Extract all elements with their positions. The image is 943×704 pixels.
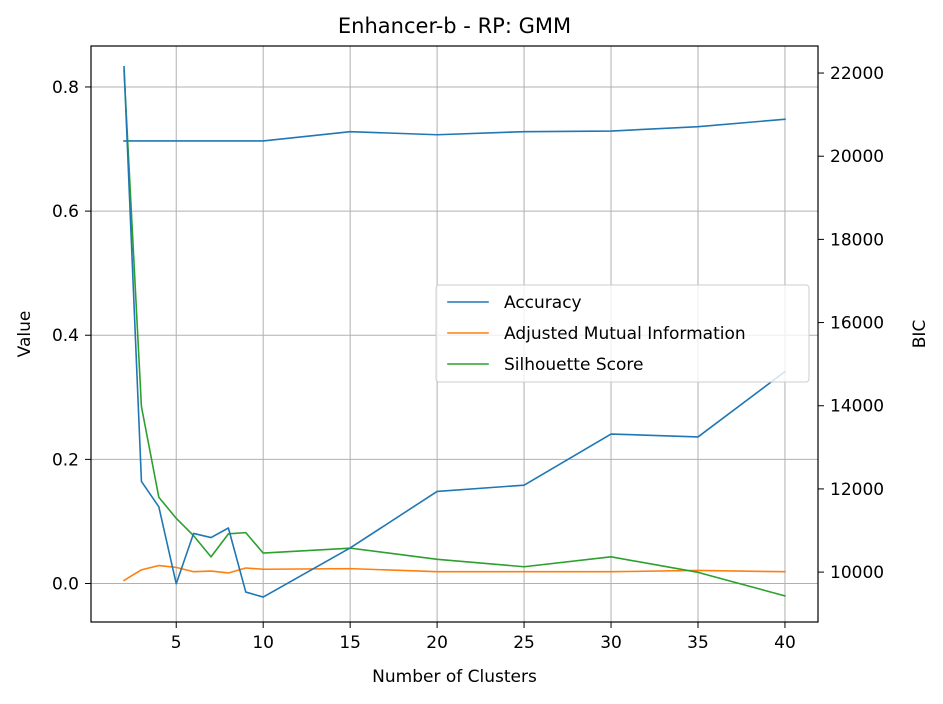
y2-tick-label: 14000	[830, 397, 884, 417]
y-tick-label: 0.4	[52, 326, 79, 346]
y-tick-label: 0.8	[52, 78, 79, 98]
y2-tick-label: 10000	[830, 563, 884, 583]
y-axis-label: Value	[15, 311, 35, 358]
y-tick-label: 0.0	[52, 575, 79, 595]
legend-label-ami: Adjusted Mutual Information	[504, 324, 746, 344]
x-tick-label: 30	[600, 633, 622, 653]
x-tick-label: 5	[171, 633, 182, 653]
accuracy-line	[123, 118, 786, 142]
bic-line	[123, 65, 787, 598]
legend-entry-ami: Adjusted Mutual Information	[447, 324, 746, 344]
x-axis-label: Number of Clusters	[372, 667, 537, 687]
x-tick-label: 25	[513, 633, 535, 653]
y2-tick-label: 18000	[830, 230, 884, 250]
legend-label-silhouette: Silhouette Score	[504, 355, 643, 375]
y2-tick-label: 22000	[830, 64, 884, 84]
legend-box	[435, 284, 810, 383]
legend-entry-accuracy: Accuracy	[447, 293, 582, 313]
y2-tick-label: 12000	[830, 480, 884, 500]
x-axis-ticks: 5 10 15 20 25 30 35 40	[171, 622, 796, 653]
x-tick-label: 40	[774, 633, 796, 653]
y-axis-ticks: 0.0 0.2 0.4 0.6 0.8	[52, 78, 91, 595]
y2-tick-label: 20000	[830, 147, 884, 167]
silhouette-line	[123, 69, 786, 597]
y2-tick-label: 16000	[830, 314, 884, 334]
x-tick-label: 15	[339, 633, 361, 653]
y2-axis-label: BIC	[910, 320, 930, 349]
chart-title: Enhancer-b - RP: GMM	[338, 14, 571, 38]
y-tick-label: 0.6	[52, 202, 79, 222]
x-tick-label: 35	[687, 633, 709, 653]
plot-frame	[90, 45, 819, 623]
ami-line	[122, 564, 786, 582]
legend-entry-silhouette: Silhouette Score	[447, 355, 643, 375]
y2-axis-ticks: 10000 12000 14000 16000 18000 20000 22000	[818, 64, 884, 583]
y-tick-label: 0.2	[52, 450, 79, 470]
legend: Accuracy Adjusted Mutual Information Sil…	[435, 284, 810, 383]
series-layer	[122, 65, 787, 598]
x-tick-label: 10	[252, 633, 274, 653]
legend-label-accuracy: Accuracy	[504, 293, 582, 313]
x-tick-label: 20	[426, 633, 448, 653]
